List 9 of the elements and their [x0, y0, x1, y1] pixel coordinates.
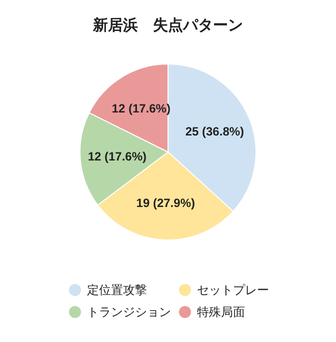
- data-label: 19 (27.9%): [136, 196, 195, 210]
- legend-label: セットプレー: [197, 283, 269, 297]
- data-label: 25 (36.8%): [185, 124, 244, 138]
- legend-label: 特殊局面: [197, 305, 245, 319]
- data-label: 12 (17.6%): [112, 102, 170, 116]
- legend-label: 定位置攻撃: [87, 283, 147, 297]
- chart-title: 新居浜 失点パターン: [92, 16, 243, 34]
- legend-label: トランジション: [87, 305, 171, 319]
- data-label: 12 (17.6%): [88, 150, 147, 164]
